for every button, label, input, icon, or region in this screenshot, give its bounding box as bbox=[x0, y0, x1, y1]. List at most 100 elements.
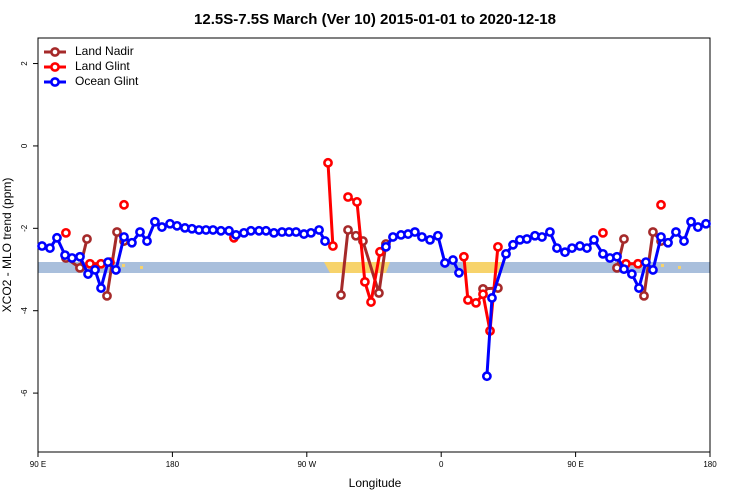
data-point bbox=[96, 283, 106, 293]
data-point bbox=[679, 236, 689, 246]
legend-marker bbox=[50, 47, 60, 57]
data-point bbox=[67, 253, 77, 263]
data-point bbox=[641, 257, 651, 267]
data-point bbox=[102, 290, 112, 301]
land-strip bbox=[463, 262, 502, 273]
data-point bbox=[410, 227, 420, 237]
data-point bbox=[224, 225, 234, 236]
data-point bbox=[366, 297, 376, 307]
data-point bbox=[216, 225, 226, 236]
data-point bbox=[663, 237, 673, 248]
land-strip bbox=[661, 264, 664, 267]
y-axis-label: XCO2 - MLO trend (ppm) bbox=[0, 178, 14, 313]
data-point bbox=[425, 234, 435, 245]
data-point bbox=[560, 247, 570, 258]
data-point bbox=[375, 246, 385, 257]
data-point bbox=[172, 220, 182, 231]
data-point bbox=[83, 269, 93, 279]
data-point bbox=[37, 241, 47, 251]
data-point bbox=[61, 227, 71, 238]
data-point bbox=[648, 265, 658, 275]
data-point bbox=[343, 225, 353, 235]
data-point bbox=[103, 257, 113, 267]
data-point bbox=[351, 230, 361, 241]
legend-marker bbox=[50, 77, 60, 87]
x-tick-label: 90 E bbox=[30, 460, 46, 469]
data-point bbox=[626, 269, 637, 279]
data-point bbox=[127, 237, 137, 248]
data-point bbox=[552, 243, 562, 253]
data-point bbox=[598, 227, 608, 238]
data-point bbox=[112, 227, 122, 237]
data-point bbox=[314, 225, 324, 235]
data-point bbox=[320, 236, 330, 246]
data-point bbox=[119, 232, 129, 242]
data-point bbox=[359, 276, 370, 287]
data-point bbox=[522, 234, 532, 244]
data-point bbox=[336, 290, 346, 300]
data-point bbox=[246, 225, 256, 236]
data-point bbox=[634, 283, 644, 293]
data-point bbox=[75, 251, 85, 262]
data-point bbox=[471, 297, 481, 308]
data-point bbox=[231, 230, 241, 240]
data-point bbox=[693, 222, 703, 232]
surface-strip bbox=[38, 262, 710, 273]
data-point bbox=[52, 232, 62, 243]
data-point bbox=[433, 230, 443, 241]
data-point bbox=[582, 243, 592, 253]
x-tick-label: 180 bbox=[703, 460, 717, 469]
y-tick-label: -4 bbox=[20, 307, 29, 315]
data-point bbox=[598, 248, 608, 259]
data-point bbox=[458, 251, 469, 262]
y-tick-label: 0 bbox=[20, 143, 29, 148]
data-point bbox=[537, 232, 547, 242]
land-strip bbox=[324, 262, 390, 273]
data-point bbox=[291, 227, 301, 237]
legend-marker bbox=[50, 62, 60, 72]
data-point bbox=[454, 267, 464, 278]
data-point bbox=[417, 232, 427, 242]
data-point bbox=[463, 295, 473, 305]
data-point bbox=[150, 216, 160, 227]
land-strip bbox=[678, 266, 681, 269]
data-point bbox=[85, 258, 95, 269]
data-point bbox=[487, 293, 497, 303]
y-tick-label: -6 bbox=[20, 389, 29, 397]
data-point bbox=[381, 241, 391, 252]
plot-frame bbox=[37, 37, 711, 453]
data-point bbox=[633, 258, 643, 269]
x-axis-label: Longitude bbox=[349, 476, 402, 490]
data-point bbox=[493, 241, 503, 252]
data-point bbox=[619, 264, 629, 274]
data-point bbox=[686, 216, 696, 227]
data-point bbox=[388, 232, 398, 242]
legend-label: Ocean Glint bbox=[75, 74, 139, 88]
data-point bbox=[481, 371, 492, 382]
data-point bbox=[343, 192, 353, 202]
data-point bbox=[261, 225, 271, 236]
data-point bbox=[440, 258, 450, 268]
x-tick-label: 0 bbox=[439, 460, 444, 469]
data-point bbox=[545, 227, 555, 237]
data-point bbox=[567, 243, 577, 253]
data-point bbox=[612, 251, 622, 262]
data-point bbox=[478, 289, 488, 300]
y-tick-label: -2 bbox=[20, 224, 29, 232]
data-point bbox=[656, 199, 666, 210]
data-point bbox=[157, 222, 167, 232]
data-point bbox=[671, 227, 681, 237]
data-point bbox=[639, 290, 649, 301]
data-point bbox=[374, 288, 384, 298]
data-point bbox=[135, 227, 145, 237]
data-point bbox=[508, 239, 518, 250]
data-point bbox=[656, 232, 666, 242]
data-point bbox=[111, 265, 121, 275]
x-tick-label: 180 bbox=[166, 460, 180, 469]
land-strip bbox=[140, 266, 143, 269]
x-tick-label: 90 W bbox=[297, 460, 316, 469]
data-point bbox=[619, 234, 629, 244]
data-point bbox=[45, 243, 55, 253]
data-point bbox=[589, 234, 599, 245]
land-strip bbox=[122, 264, 125, 267]
